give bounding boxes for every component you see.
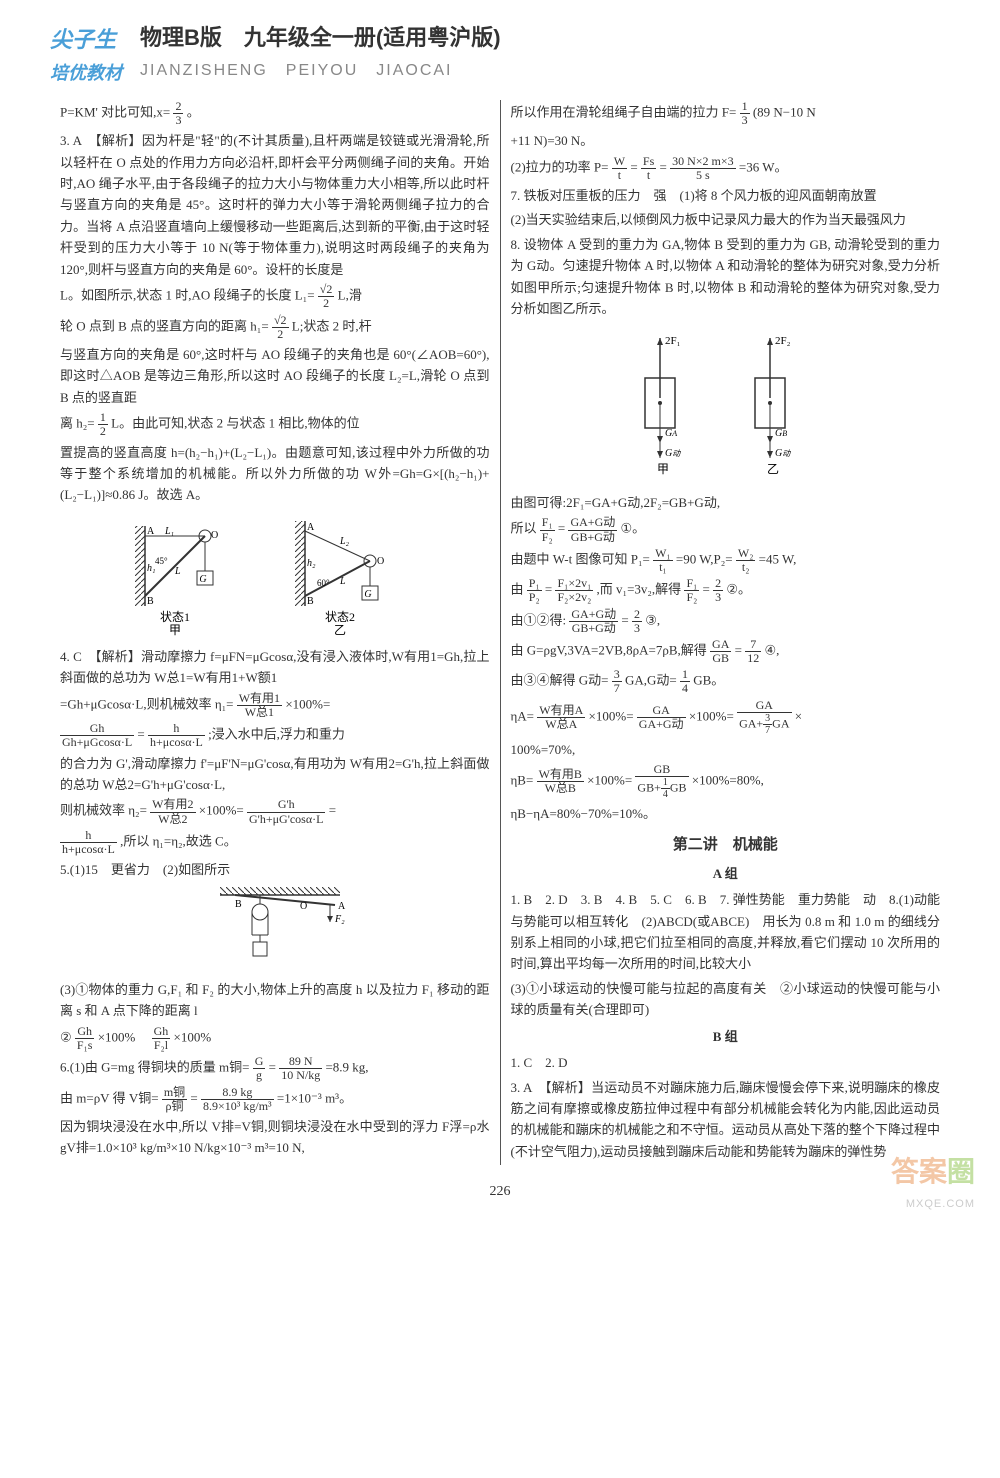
main-title: 物理B版 九年级全一册(适用粤沪版) (140, 20, 950, 56)
watermark: 答案圈 MXQE.COM (891, 1149, 975, 1213)
state1-diagram: G A L₁ O h₁ 45° B L 状态1 甲 (135, 516, 255, 636)
svg-text:A: A (307, 522, 315, 533)
svg-text:60°: 60° (317, 578, 330, 588)
svg-text:L₁: L₁ (164, 526, 174, 537)
content-columns: P=KM' 对比可知,x= 23 。 3. A 【解析】因为杆是"轻"的(不计其… (50, 100, 950, 1166)
right-p13: 由③④解得 G动= 37 GA,G动= 14 GB。 (511, 668, 941, 695)
svg-text:B: B (307, 596, 314, 607)
left-p17: 6.(1)由 G=mg 得铜块的质量 m铜= Gg = 89 N10 N/kg … (60, 1055, 490, 1082)
left-p2: 3. A 【解析】因为杆是"轻"的(不计其质量),且杆两端是铰链或光滑滑轮,所以… (60, 130, 490, 280)
svg-text:G动: G动 (775, 448, 791, 459)
svg-text:乙: 乙 (767, 462, 779, 476)
right-p4: 7. 铁板对压重板的压力 强 (1)将 8 个风力板的迎风面朝南放置 (511, 185, 941, 206)
right-p12: 由 G=ρgV,3VA=2VB,8ρA=7ρB,解得 GAGB = 712 ④, (511, 638, 941, 665)
right-column: 所以作用在滑轮组绳子自由端的拉力 F= 13 (89 N−10 N +11 N)… (501, 100, 951, 1166)
svg-text:乙: 乙 (334, 623, 346, 636)
sub-title: JIANZISHENG PEIYOU JIAOCAI (140, 58, 950, 84)
svg-text:状态1: 状态1 (160, 610, 190, 624)
svg-text:2F₂: 2F₂ (775, 335, 791, 347)
right-p11: 由①②得: GA+G动GB+G动 = 23 ③, (511, 608, 941, 635)
frac: 23 (173, 100, 183, 127)
right-pb1: 1. C 2. D (511, 1052, 941, 1073)
left-p13: hh+μcosα·L ,所以 η₁=η₂,故选 C。 (60, 829, 490, 856)
section-title: 第二讲 机械能 (511, 833, 941, 858)
right-p17: ηB−ηA=80%−70%=10%。 (511, 803, 941, 824)
right-p14: ηA= W有用AW总A ×100%= GAGA+G动 ×100%= GAGA+3… (511, 699, 941, 736)
right-p7: 由图可得:2F₁=GA+G动,2F₂=GB+G动, (511, 492, 941, 513)
right-p2: +11 N)=30 N。 (511, 130, 941, 151)
left-p1: P=KM' 对比可知,x= 23 。 (60, 100, 490, 127)
svg-text:h₂: h₂ (307, 558, 316, 569)
right-pb2: 3. A 【解析】当运动员不对蹦床施力后,蹦床慢慢会停下来,说明蹦床的橡皮筋之间… (511, 1077, 941, 1163)
svg-text:B: B (235, 899, 242, 910)
diagram-states: G A L₁ O h₁ 45° B L 状态1 甲 (60, 516, 490, 636)
right-p9: 由题中 W-t 图像可知 P₁= W₁t₁ =90 W,P₂= W₂t₂ =45… (511, 547, 941, 574)
svg-text:2F₁: 2F₁ (665, 335, 681, 347)
svg-text:A: A (338, 901, 346, 912)
svg-text:L₂: L₂ (339, 536, 350, 547)
right-p1: 所以作用在滑轮组绳子自由端的拉力 F= 13 (89 N−10 N (511, 100, 941, 127)
right-pa1: 1. B 2. D 3. B 4. B 5. C 6. B 7. 弹性势能 重力… (511, 889, 941, 975)
svg-text:G: G (364, 589, 371, 600)
svg-text:L: L (339, 576, 346, 587)
svg-text:45°: 45° (155, 556, 168, 566)
svg-text:A: A (147, 526, 155, 537)
svg-text:GB: GB (775, 428, 787, 439)
group-a-title: A 组 (511, 863, 941, 884)
left-p12: 则机械效率 η₂= W有用2W总2 ×100%= G'hG'h+μG'cosα·… (60, 798, 490, 825)
page-header: 尖子生 培优教材 物理B版 九年级全一册(适用粤沪版) JIANZISHENG … (50, 20, 950, 85)
svg-text:甲: 甲 (169, 623, 181, 636)
right-p6: 8. 设物体 A 受到的重力为 GA,物体 B 受到的重力为 GB, 动滑轮受到… (511, 234, 941, 320)
right-p15: 100%=70%, (511, 739, 941, 760)
lever-diagram: B O A F₂ (60, 887, 490, 973)
svg-text:甲: 甲 (657, 462, 669, 476)
right-p16: ηB= W有用BW总B ×100%= GBGB+14GB ×100%=80%, (511, 763, 941, 800)
left-p3: L。如图所示,状态 1 时,AO 段绳子的长度 L₁= √22 L,滑 (60, 283, 490, 310)
left-p19: 因为铜块浸没在水中,所以 V排=V铜,则铜块浸没在水中受到的浮力 F浮=ρ水gV… (60, 1116, 490, 1159)
group-b-title: B 组 (511, 1026, 941, 1047)
logo-line2: 培优教材 (50, 59, 125, 89)
logo: 尖子生 培优教材 (50, 22, 125, 82)
svg-text:G动: G动 (665, 448, 681, 459)
left-p11: 的合力为 G',滑动摩擦力 f'=μF'N=μG'cosα,有用功为 W有用2=… (60, 753, 490, 796)
svg-text:O: O (377, 556, 384, 567)
left-p18: 由 m=ρV 得 V铜= m铜ρ铜 = 8.9 kg8.9×10³ kg/m³ … (60, 1086, 490, 1113)
svg-text:B: B (147, 596, 154, 607)
right-p5: (2)当天实验结束后,以倾倒风力板中记录风力最大的作为当天最强风力 (511, 209, 941, 230)
svg-text:F₂: F₂ (334, 914, 345, 925)
left-p7: 置提高的竖直高度 h=(h₂−h₁)+(L₂−L₁)。由题意可知,该过程中外力所… (60, 442, 490, 506)
svg-text:GA: GA (665, 428, 677, 439)
left-p4: 轮 O 点到 B 点的竖直方向的距离 h₁= √22 L;状态 2 时,杆 (60, 314, 490, 341)
left-p10: GhGh+μGcosα·L = hh+μcosα·L ;浸入水中后,浮力和重力 (60, 722, 490, 749)
left-p16: ② GhF₁s ×100% GhF₂l ×100% (60, 1025, 490, 1052)
left-p8: 4. C 【解析】滑动摩擦力 f=μFN=μGcosα,没有浸入液体时,W有用1… (60, 646, 490, 689)
title-block: 物理B版 九年级全一册(适用粤沪版) JIANZISHENG PEIYOU JI… (140, 20, 950, 85)
right-p8: 所以 F₁F₂ = GA+G动GB+G动 ①。 (511, 516, 941, 543)
left-p9: =Gh+μGcosα·L,则机械效率 η₁= W有用1W总1 ×100%= (60, 692, 490, 719)
left-p15: (3)①物体的重力 G,F₁ 和 F₂ 的大小,物体上升的高度 h 以及拉力 F… (60, 979, 490, 1022)
right-p3: (2)拉力的功率 P= Wt = Fst = 30 N×2 m×35 s =36… (511, 155, 941, 182)
right-pa2: (3)①小球运动的快慢可能与拉起的高度有关 ②小球运动的快慢可能与小球的质量有关… (511, 978, 941, 1021)
state2-diagram: G A L₂ O h₂ 60° B L 状态2 乙 (295, 516, 415, 636)
svg-text:O: O (300, 901, 307, 912)
left-p6: 离 h₂= 12 L。由此可知,状态 2 与状态 1 相比,物体的位 (60, 411, 490, 438)
svg-text:L: L (174, 566, 181, 577)
force-diagrams: 2F₁ GA G动 甲 2F₂ (511, 328, 941, 484)
page-number: 226 (50, 1180, 950, 1203)
svg-text:G: G (199, 574, 206, 585)
svg-text:O: O (211, 530, 218, 541)
svg-text:状态2: 状态2 (325, 610, 355, 624)
left-p5: 与竖直方向的夹角是 60°,这时杆与 AO 段绳子的夹角也是 60°(∠AOB=… (60, 344, 490, 408)
right-p10: 由 P₁P₂ = F₁×2v₁F₂×2v₂ ,而 v₁=3v₂,解得 F₁F₂ … (511, 577, 941, 604)
left-column: P=KM' 对比可知,x= 23 。 3. A 【解析】因为杆是"轻"的(不计其… (50, 100, 501, 1166)
left-p14: 5.(1)15 更省力 (2)如图所示 (60, 859, 490, 880)
logo-line1: 尖子生 (50, 22, 125, 58)
